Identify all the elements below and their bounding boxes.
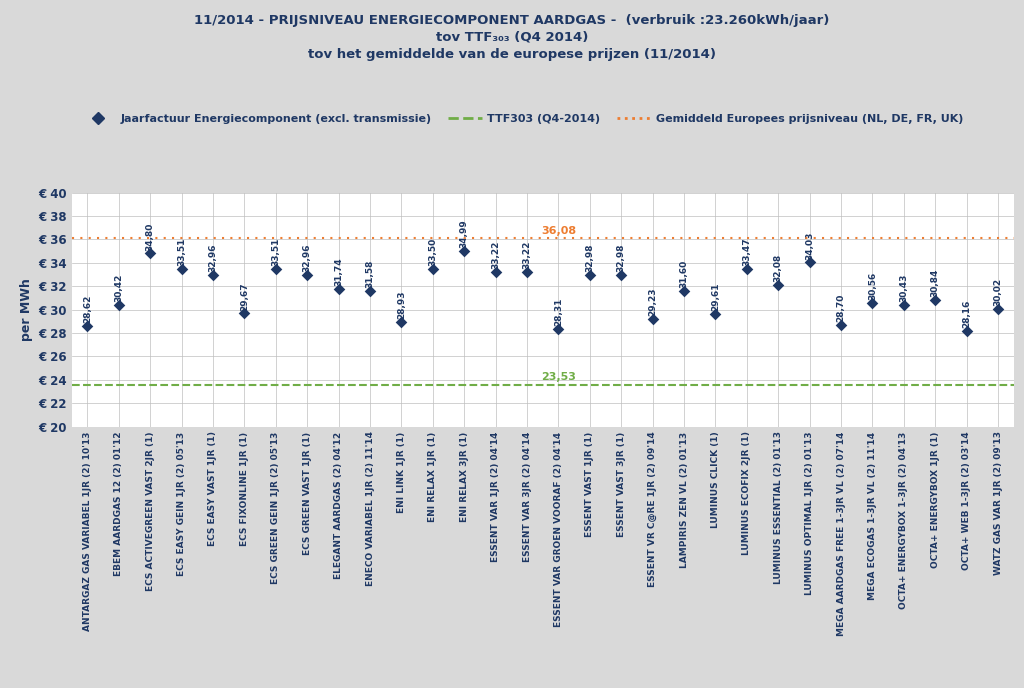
Point	[958, 325, 975, 336]
Text: 33,51: 33,51	[271, 237, 281, 266]
Text: tov het gemiddelde van de europese prijzen (11/2014): tov het gemiddelde van de europese prijz…	[308, 48, 716, 61]
Point	[456, 246, 472, 257]
Point	[644, 313, 660, 324]
Point	[550, 324, 566, 335]
Point	[990, 304, 1007, 315]
Point	[802, 257, 818, 268]
Point	[708, 309, 724, 320]
Text: 31,74: 31,74	[334, 258, 343, 286]
Legend: Jaarfactuur Energiecomponent (excl. transmissie), TTF303 (Q4-2014), Gemiddeld Eu: Jaarfactuur Energiecomponent (excl. tran…	[77, 109, 968, 128]
Text: 30,02: 30,02	[993, 279, 1002, 306]
Point	[833, 319, 849, 330]
Point	[361, 286, 378, 297]
Text: 34,99: 34,99	[460, 219, 469, 248]
Text: 34,03: 34,03	[805, 231, 814, 259]
Text: 28,62: 28,62	[83, 294, 92, 323]
Text: 23,53: 23,53	[541, 372, 575, 383]
Text: 32,98: 32,98	[616, 244, 626, 272]
Text: 28,93: 28,93	[397, 291, 406, 319]
Text: 33,47: 33,47	[742, 237, 752, 266]
Text: 34,80: 34,80	[145, 222, 155, 250]
Point	[676, 286, 692, 297]
Text: 29,23: 29,23	[648, 287, 657, 316]
Text: 28,16: 28,16	[963, 300, 971, 328]
Text: 32,96: 32,96	[209, 244, 217, 272]
Point	[927, 294, 943, 305]
Text: 36,08: 36,08	[541, 226, 575, 235]
Text: 29,61: 29,61	[711, 283, 720, 311]
Point	[142, 248, 159, 259]
Text: 30,84: 30,84	[931, 268, 940, 297]
Point	[582, 269, 598, 280]
Point	[267, 263, 284, 274]
Text: 32,96: 32,96	[303, 244, 311, 272]
Point	[487, 266, 504, 277]
Point	[896, 299, 912, 310]
Text: 33,22: 33,22	[492, 241, 500, 269]
Point	[331, 283, 347, 294]
Point	[613, 269, 630, 280]
Point	[173, 263, 189, 274]
Text: 11/2014 - PRIJSNIVEAU ENERGIECOMPONENT AARDGAS -  (verbruik :23.260kWh/jaar): 11/2014 - PRIJSNIVEAU ENERGIECOMPONENT A…	[195, 14, 829, 27]
Text: 31,60: 31,60	[680, 259, 688, 288]
Point	[299, 270, 315, 281]
Point	[425, 264, 441, 275]
Text: 30,42: 30,42	[115, 273, 123, 302]
Text: 32,98: 32,98	[586, 244, 594, 272]
Text: 30,43: 30,43	[899, 273, 908, 301]
Text: 29,67: 29,67	[240, 282, 249, 310]
Point	[205, 270, 221, 281]
Point	[79, 320, 95, 331]
Point	[111, 299, 127, 310]
Text: 30,56: 30,56	[868, 272, 877, 300]
Point	[864, 297, 881, 308]
Text: 33,51: 33,51	[177, 237, 186, 266]
Text: 28,31: 28,31	[554, 298, 563, 326]
Text: tov TTF₃₀₃ (Q4 2014): tov TTF₃₀₃ (Q4 2014)	[436, 31, 588, 44]
Point	[770, 280, 786, 291]
Point	[519, 266, 536, 277]
Text: 33,50: 33,50	[428, 237, 437, 266]
Text: 33,22: 33,22	[522, 241, 531, 269]
Text: 32,08: 32,08	[774, 254, 782, 282]
Text: 31,58: 31,58	[366, 260, 375, 288]
Point	[393, 316, 410, 327]
Y-axis label: per MWh: per MWh	[19, 278, 33, 341]
Point	[738, 264, 755, 275]
Text: 28,70: 28,70	[837, 294, 846, 322]
Point	[237, 308, 253, 319]
